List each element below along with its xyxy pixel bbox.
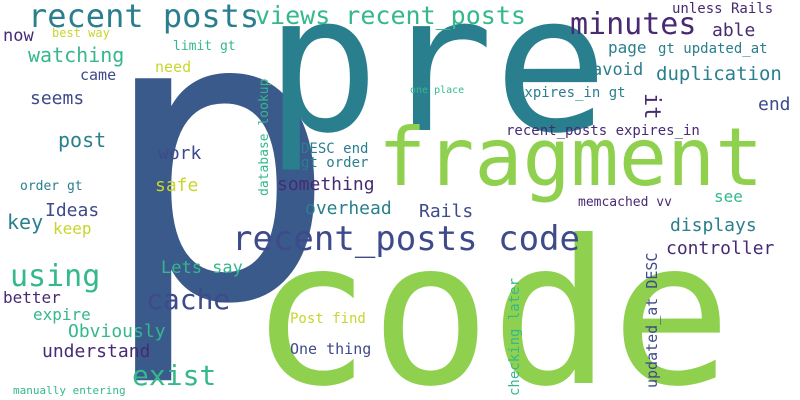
- word-page: page: [608, 38, 647, 57]
- word-came: came: [80, 66, 117, 84]
- word-understand: understand: [42, 341, 151, 362]
- word-database-lookup: database lookup: [257, 78, 272, 196]
- word-end: end: [758, 94, 791, 115]
- word-unless-rails: unless Rails: [672, 1, 774, 17]
- word-avoid: avoid: [592, 60, 644, 80]
- word-key: key: [7, 210, 44, 234]
- word-recent-posts: recent posts: [28, 0, 260, 35]
- word-better: better: [3, 288, 61, 307]
- word-one-thing: One thing: [290, 340, 372, 358]
- word-memcached-vv: memcached vv: [578, 195, 672, 210]
- word-order-gt: order gt: [20, 179, 83, 194]
- word-overhead: overhead: [305, 198, 392, 219]
- word-post-find: Post find: [290, 311, 366, 327]
- word-see: see: [714, 187, 743, 206]
- word-recent-posts-code: recent_posts code: [232, 219, 580, 259]
- word-duplication: duplication: [656, 63, 782, 85]
- word-ideas: Ideas: [45, 200, 100, 221]
- word-displays: displays: [670, 215, 757, 236]
- word-now: now: [3, 26, 34, 46]
- word-obviously: Obviously: [68, 321, 166, 342]
- word-code: code: [250, 198, 732, 400]
- word-using: using: [10, 259, 101, 294]
- word-best-way: best way: [52, 26, 110, 40]
- word-seems: seems: [30, 88, 85, 109]
- word-need: need: [155, 58, 192, 76]
- word-work: work: [158, 143, 202, 164]
- word-pre: pre: [265, 0, 609, 175]
- word-exist: exist: [132, 359, 217, 392]
- word-checking-later: checking later: [507, 277, 523, 396]
- word-cache: cache: [146, 283, 231, 316]
- word-gt-updated-at: gt updated_at: [658, 41, 768, 57]
- word-recent-posts-expires-in: recent_posts expires_in: [506, 123, 700, 139]
- word-gt-order: gt order: [301, 155, 369, 171]
- word-safe: safe: [155, 175, 199, 196]
- word-minutes: minutes: [570, 7, 697, 42]
- word-watching: watching: [28, 43, 125, 67]
- word-manually-entering: manually entering: [13, 384, 126, 397]
- word-post: post: [58, 128, 107, 152]
- word-lets-say: Lets say: [161, 258, 243, 278]
- word-controller: controller: [666, 238, 775, 259]
- word-something: something: [277, 174, 375, 195]
- word-able: able: [712, 20, 756, 41]
- word-fragment: fragment: [378, 111, 764, 204]
- word-views-recent-posts: views recent_posts: [255, 1, 526, 30]
- word-expire: expire: [33, 305, 91, 324]
- word-rails: Rails: [419, 201, 474, 222]
- word-p: p: [98, 0, 339, 392]
- word-keep: keep: [53, 219, 92, 238]
- word-updated-at-desc: updated_at DESC: [643, 252, 661, 388]
- word-expires-in-gt: expires_in gt: [516, 85, 626, 101]
- word-limit-gt: limit gt: [173, 39, 236, 54]
- word-it: it: [639, 93, 664, 120]
- word-desc-end: DESC end: [301, 141, 369, 157]
- word-one-place: one place: [410, 85, 465, 96]
